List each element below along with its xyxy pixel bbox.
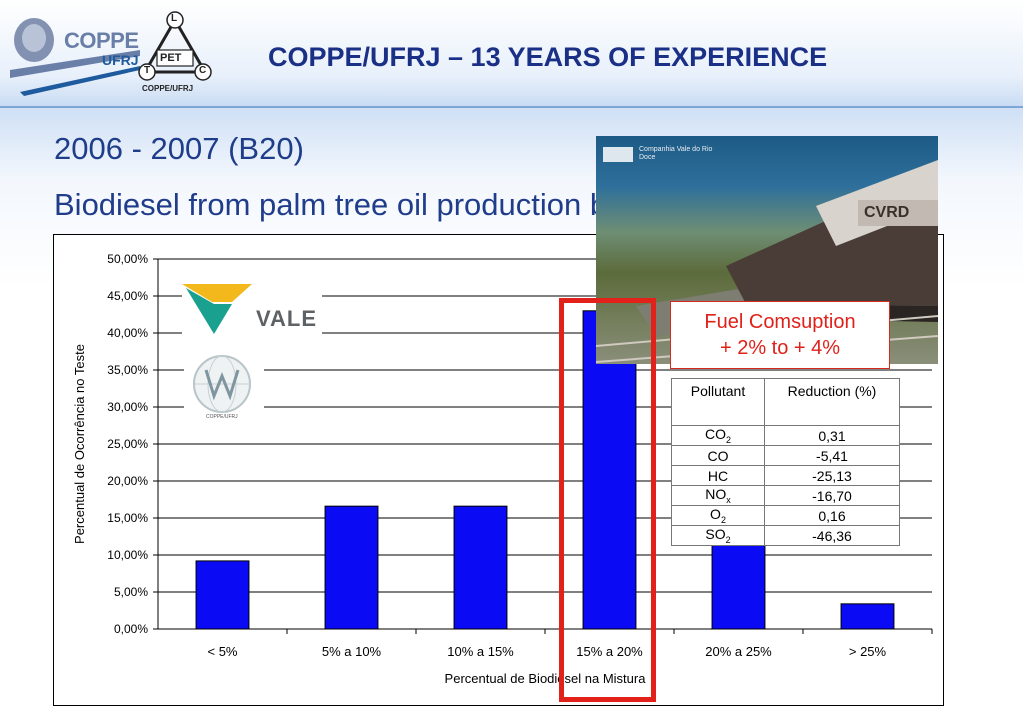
x-tick-label: 15% a 20% (576, 644, 643, 659)
pet-text: PET (160, 52, 182, 64)
pollutant-name: SO2 (671, 525, 765, 546)
table-row: CO -5,41 (671, 445, 900, 466)
x-tick-label: 10% a 15% (447, 644, 514, 659)
y-tick-label: 35,00% (107, 363, 148, 377)
coppe-brand-text: COPPE (64, 28, 139, 53)
coppe-emblem-icon (10, 18, 140, 96)
pollutant-subscript: 2 (725, 534, 731, 545)
table-row: SO2 -46,36 (671, 525, 900, 546)
pollutant-subscript: 2 (725, 434, 731, 445)
header-pollutant: Pollutant (671, 378, 765, 426)
reduction-value: -25,13 (764, 465, 900, 486)
pet-corner-t: T (144, 65, 151, 76)
header-reduction: Reduction (%) (764, 378, 900, 426)
locomotive-mark: CVRD (864, 204, 910, 221)
bar (195, 560, 250, 630)
reduction-value: 0,16 (764, 505, 900, 526)
page-title: COPPE/UFRJ – 13 YEARS OF EXPERIENCE (268, 42, 828, 72)
x-tick-label: 20% a 25% (705, 644, 772, 659)
y-tick-label: 10,00% (107, 548, 148, 562)
bar (453, 505, 508, 630)
pet-footer-text: COPPE/UFRJ (142, 84, 194, 93)
y-tick-label: 20,00% (107, 474, 148, 488)
callout-line-2: + 2% to + 4% (719, 337, 841, 359)
table-body: CO2 0,31 CO -5,41 HC -25,13 NOx -16,70 O2 0,16 SO2… (671, 425, 900, 546)
pollutant-subscript: x (726, 494, 731, 505)
x-tick-label: 5% a 10% (322, 644, 382, 659)
table-row: O2 0,16 (671, 505, 900, 526)
y-tick-label: 25,00% (107, 437, 148, 451)
vale-v-icon (182, 284, 252, 334)
vale-logo-text: VALE (256, 306, 318, 331)
bar (840, 603, 895, 630)
cvrd-company-name: Companhia Vale do Rio Doce (639, 146, 713, 161)
table-header-row: Pollutant Reduction (%) (671, 378, 900, 426)
y-tick-label: 50,00% (107, 252, 148, 266)
table-row: CO2 0,31 (671, 425, 900, 446)
cvrd-logo-icon (603, 147, 633, 162)
coppe-logo: COPPE UFRJ (10, 8, 140, 96)
bar (711, 544, 766, 630)
reduction-value: -5,41 (764, 445, 900, 466)
pollutant-name: CO (671, 445, 765, 466)
reduction-value: 0,31 (764, 425, 900, 446)
pollutant-name: NOx (671, 485, 765, 506)
callout-line-1: Fuel Comsuption (704, 311, 856, 333)
highlight-box (559, 298, 656, 702)
y-tick-label: 30,00% (107, 400, 148, 414)
table-row: NOx -16,70 (671, 485, 900, 506)
fuel-consumption-callout: Fuel Comsuption + 2% to + 4% (670, 301, 890, 369)
y-tick-label: 45,00% (107, 289, 148, 303)
ufrj-text: UFRJ (102, 52, 139, 68)
lmg-globe-icon (193, 355, 251, 413)
pollutant-subscript: 2 (720, 514, 726, 525)
pet-corner-l: L (171, 13, 178, 24)
pollutant-name: O2 (671, 505, 765, 526)
y-tick-label: 0,00% (114, 622, 148, 636)
pet-triangle-icon (138, 11, 212, 81)
lmg-logo: COPPE/UFRJ (184, 350, 264, 424)
table-row: HC -25,13 (671, 465, 900, 486)
reduction-value: -46,36 (764, 525, 900, 546)
y-tick-label: 5,00% (114, 585, 148, 599)
pet-logo: L T C PET COPPE/UFRJ (135, 10, 215, 94)
pollutant-table: Pollutant Reduction (%) CO2 0,31 CO -5,41 HC… (671, 378, 900, 546)
pet-corner-c: C (199, 65, 207, 76)
slide-period: 2006 - 2007 (B20) (54, 131, 304, 166)
vale-logo: VALE (182, 280, 322, 340)
y-axis-label: Percentual de Ocorrência no Teste (72, 344, 87, 544)
header-divider (0, 106, 1023, 108)
reduction-value: -16,70 (764, 485, 900, 506)
pollutant-name: CO2 (671, 425, 765, 446)
y-tick-label: 15,00% (107, 511, 148, 525)
x-axis-label: Percentual de Biodiesel na Mistura (445, 671, 647, 686)
y-tick-label: 40,00% (107, 326, 148, 340)
pollutant-name: HC (671, 465, 765, 486)
x-tick-label: > 25% (849, 644, 887, 659)
lmg-footer-text: COPPE/UFRJ (206, 414, 238, 420)
bar (324, 505, 379, 630)
x-tick-label: < 5% (208, 644, 238, 659)
